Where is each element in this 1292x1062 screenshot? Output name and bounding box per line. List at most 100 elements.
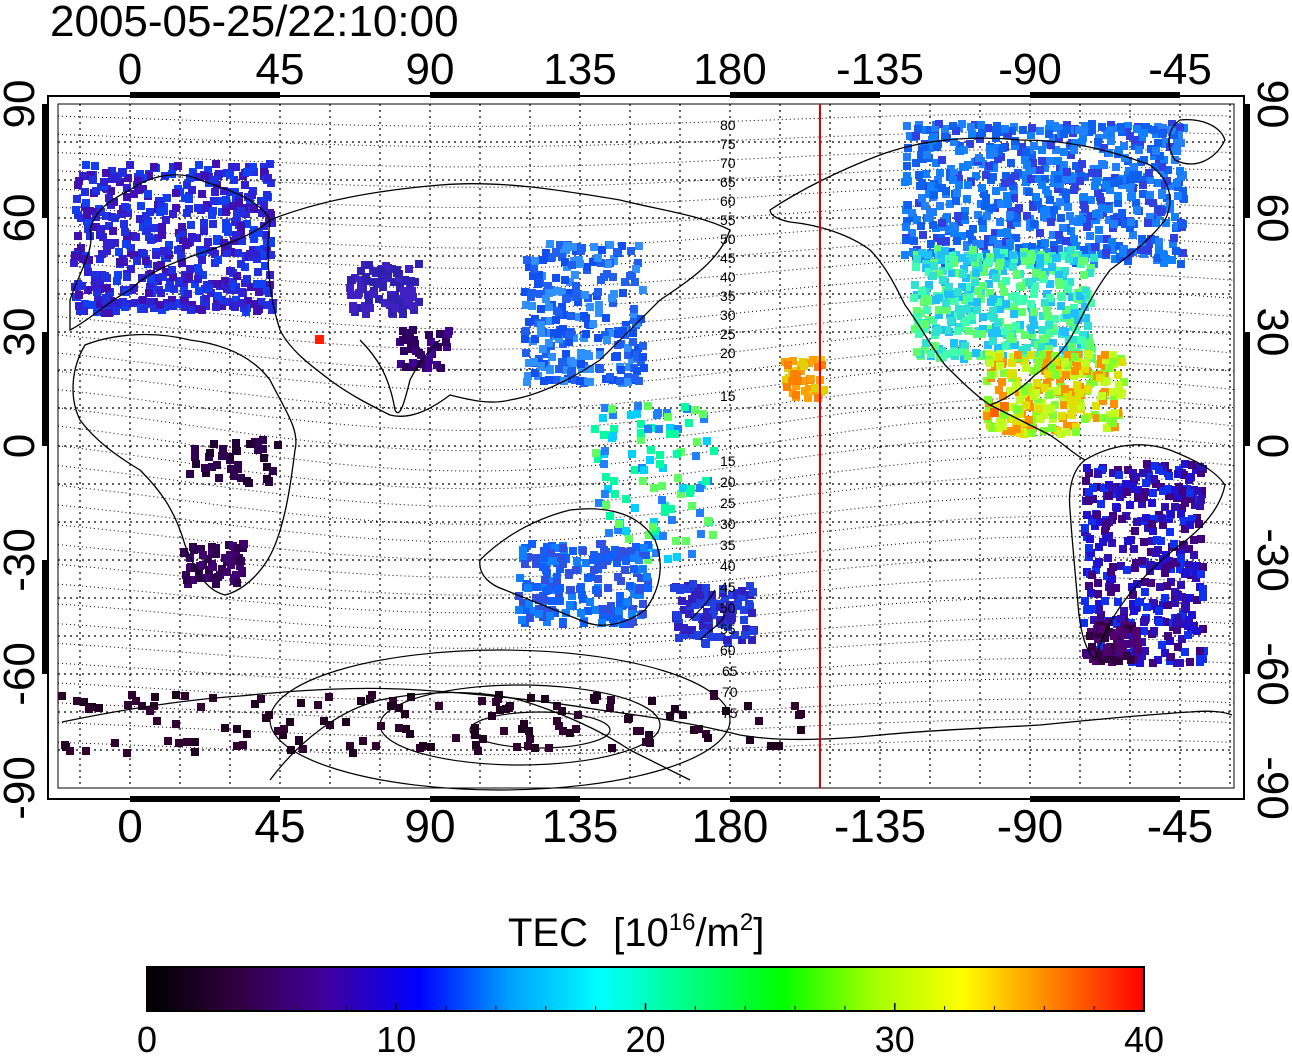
tec-cell [1030,321,1038,329]
tec-cell [1007,177,1015,185]
tec-cell [1105,628,1113,636]
tec-cell [630,554,638,562]
tec-cell [1119,644,1127,652]
tec-cell [1083,464,1091,472]
tec-cell [1106,411,1114,419]
tec-cell [349,749,357,757]
tec-cell [151,693,159,701]
tec-cell [227,465,235,473]
tec-cell [1063,311,1071,319]
tec-cell [1095,226,1103,234]
contour-label: 80 [720,117,736,133]
tec-cell [365,261,373,269]
tec-cell [320,717,328,725]
tec-cell [153,262,161,270]
tec-cell [399,310,407,318]
tec-cell [530,265,538,273]
tec-cell [782,376,790,384]
tec-cell [545,289,553,297]
tec-cell [1038,181,1046,189]
tec-cell [565,569,573,577]
tec-cell [478,697,486,705]
lon-label-top: 180 [693,45,766,94]
lon-label-bottom: -135 [834,800,926,852]
tec-cell [266,213,274,221]
tec-cell [1178,635,1186,643]
tec-cell [746,736,754,744]
tec-cell [987,371,995,379]
tec-cell [573,290,581,298]
tec-cell [542,547,550,555]
tec-cell [639,342,647,350]
tec-cell [1166,182,1174,190]
tec-cell [576,260,584,268]
tec-cell [903,153,911,161]
tec-cell [120,220,128,228]
tec-cell [1145,169,1153,177]
tec-cell [1046,280,1054,288]
tec-cell [972,240,980,248]
tec-cell [1151,163,1159,171]
tec-cell [624,351,632,359]
tec-cell [672,537,680,545]
tec-cell [1103,644,1111,652]
tec-cell [260,454,268,462]
tec-cell [1064,203,1072,211]
tec-cell [1106,186,1114,194]
tec-cell [427,338,435,346]
tec-cell [1165,472,1173,480]
axis-bar-segment [1244,104,1250,218]
tec-cell [1173,222,1181,230]
tec-cell [158,306,166,314]
tec-cell [548,253,556,261]
tec-cell [748,636,756,644]
tec-cell [97,208,105,216]
tec-cell [1143,460,1151,468]
lat-label-right: 0 [1248,434,1292,458]
tec-cell [679,484,687,492]
tec-cell [1139,190,1147,198]
tec-cell [1008,427,1016,435]
tec-cell [1014,406,1022,414]
tec-cell [1096,374,1104,382]
tec-cell [1070,235,1078,243]
tec-cell [91,271,99,279]
tec-cell [573,557,581,565]
tec-cell [1120,607,1128,615]
tec-cell [425,331,433,339]
tec-cell [1014,351,1022,359]
tec-cell [189,543,197,551]
tec-cell [1113,620,1121,628]
tec-cell [1060,161,1068,169]
tec-cell [740,616,748,624]
tec-cell [1141,647,1149,655]
lat-label-right: -90 [1248,756,1292,820]
tec-cell [537,321,545,329]
tec-cell [74,211,82,219]
tec-cell [395,704,403,712]
tec-cell [996,259,1004,267]
contour-line [57,597,1235,631]
tec-cell [1062,189,1070,197]
tec-cell [1085,243,1093,251]
tec-cell [160,247,168,255]
tec-cell [1047,218,1055,226]
tec-cell [109,227,117,235]
tec-cell [172,204,180,212]
tec-cell [1159,124,1167,132]
tec-cell [586,365,594,373]
tec-cell [1140,129,1148,137]
tec-cell [1154,254,1162,262]
tec-cell [596,365,604,373]
tec-cell [1060,130,1068,138]
tec-cell [721,595,729,603]
tec-cell [1097,611,1105,619]
tec-cell [1012,322,1020,330]
tec-cell [910,294,918,302]
tec-cell [1030,166,1038,174]
tec-cell [1046,157,1054,165]
tec-cell [622,527,630,535]
tec-cell [175,300,183,308]
tec-cell [1094,579,1102,587]
tec-cell [87,171,95,179]
